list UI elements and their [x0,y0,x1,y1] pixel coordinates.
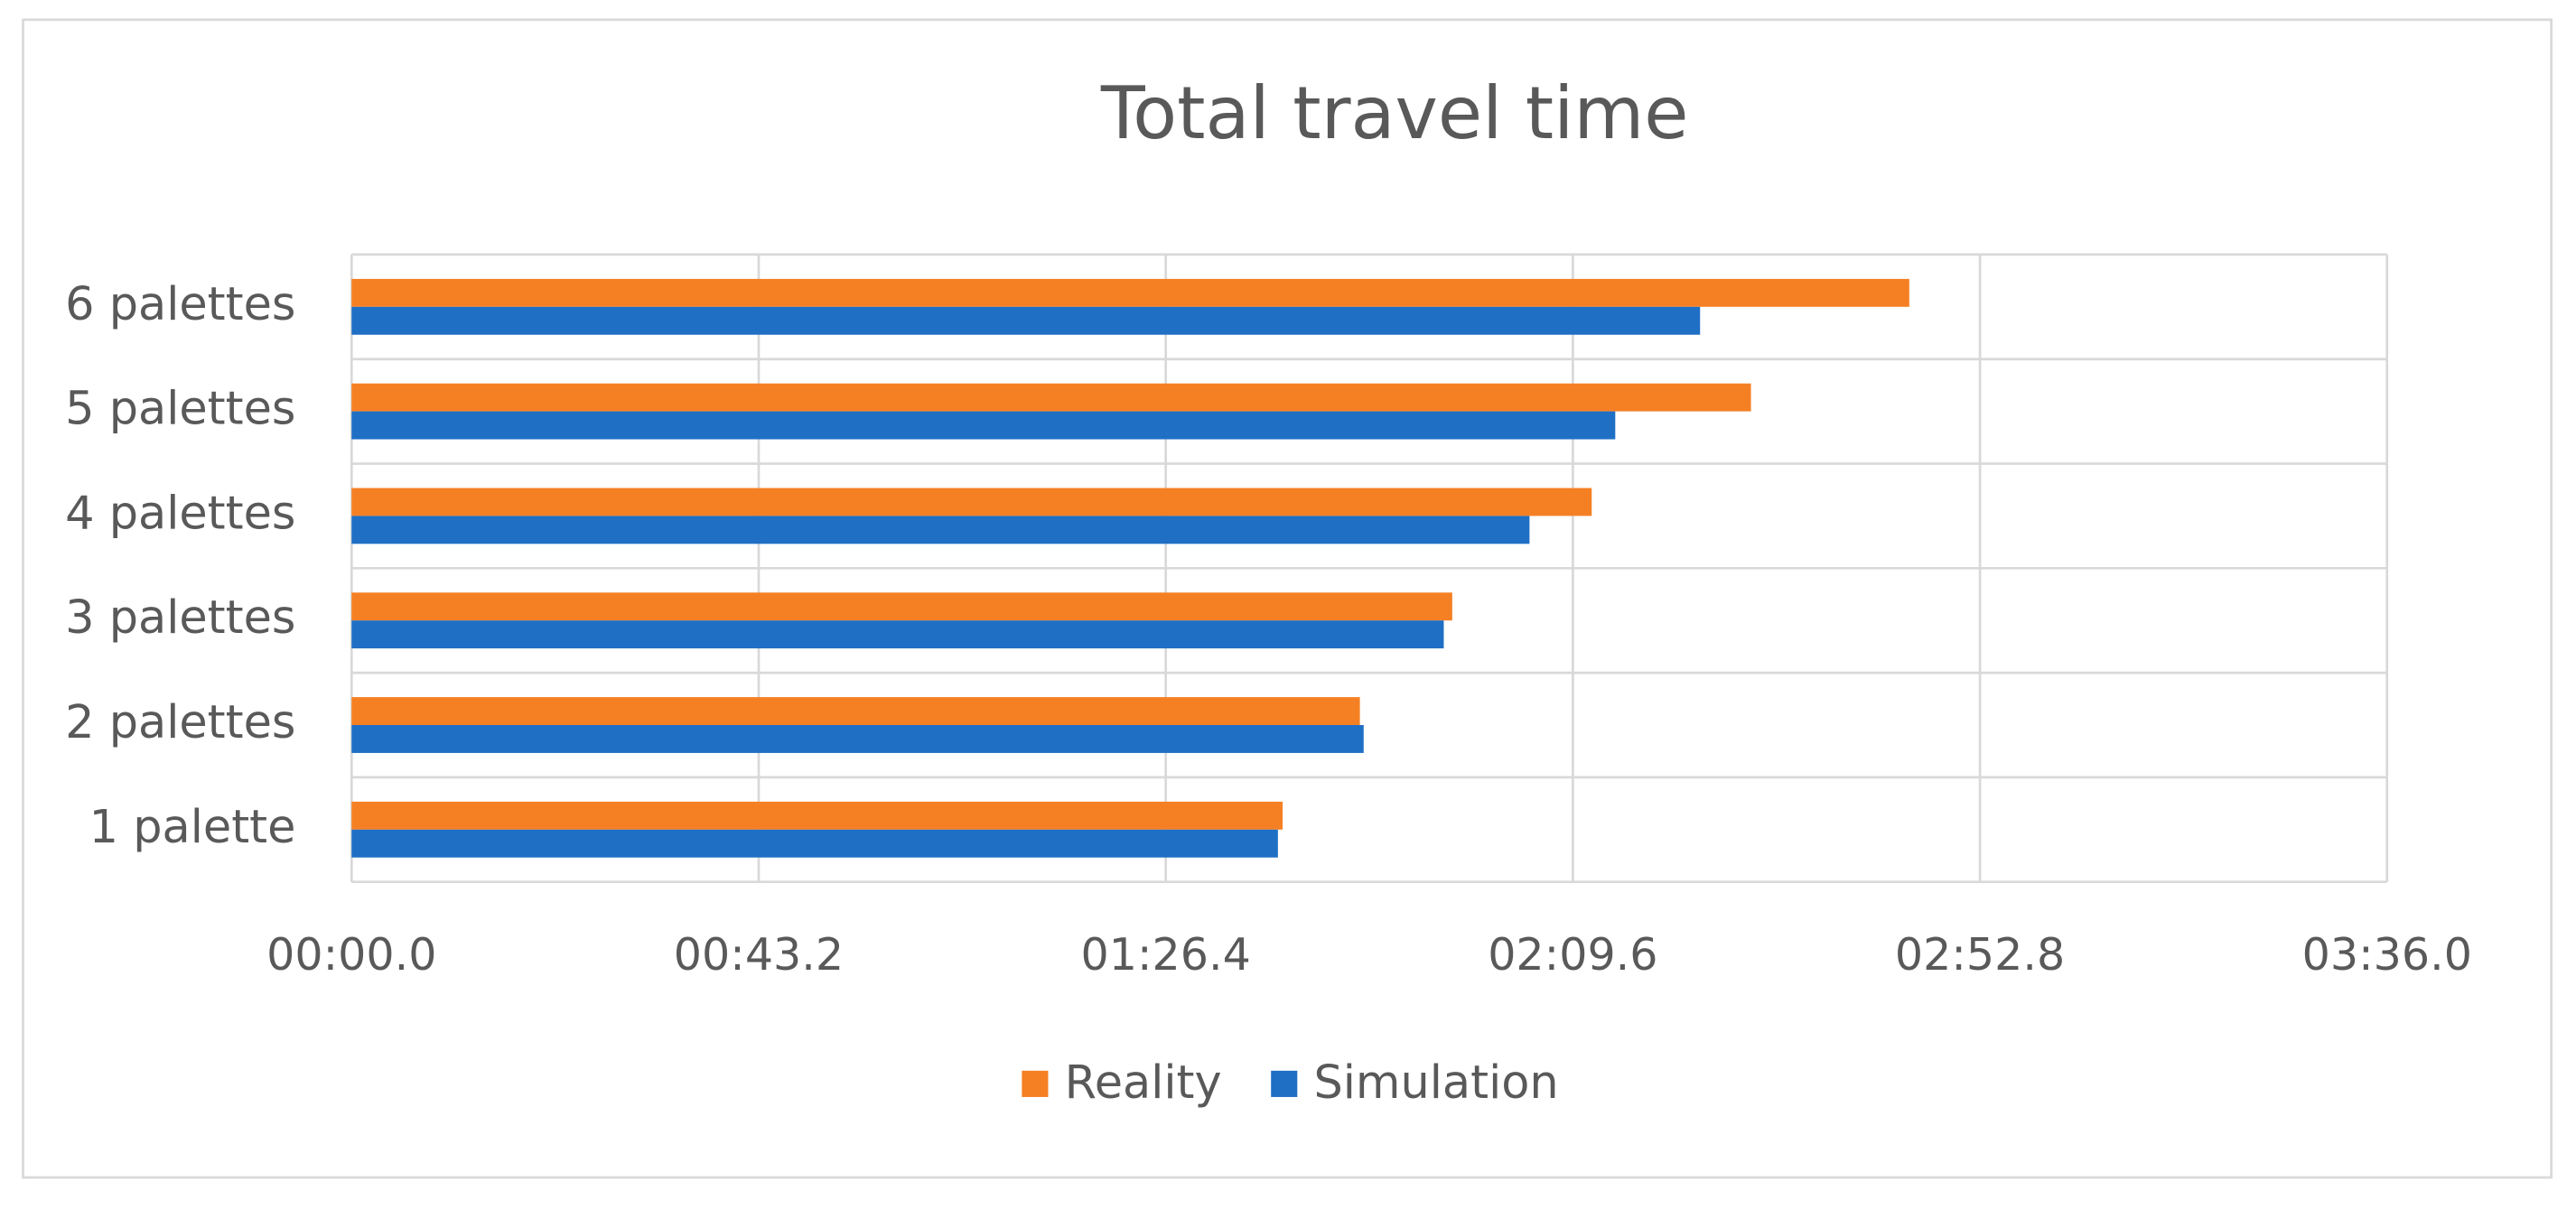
bar [351,829,1278,858]
legend-swatch [1022,1070,1049,1097]
bar [351,411,1616,440]
x-tick-label: 02:09.6 [1488,928,1657,981]
x-tick-label: 03:36.0 [2302,928,2472,981]
y-tick-label: 1 palette [89,801,296,854]
x-tick-label: 02:52.8 [1895,928,2065,981]
y-tick-label: 3 palettes [65,591,295,645]
y-tick-label: 4 palettes [65,487,295,540]
y-tick-label: 2 palettes [65,696,295,749]
y-tick-label: 5 palettes [65,383,295,436]
chart-title: Total travel time [1100,71,1689,155]
x-tick-label: 00:43.2 [674,928,844,981]
bar [351,724,1364,753]
y-tick-label: 6 palettes [65,278,295,331]
legend-label: Reality [1065,1056,1222,1110]
bar [351,306,1701,335]
legend-label: Simulation [1313,1056,1558,1110]
legend-swatch [1271,1070,1298,1097]
bar [351,278,1909,307]
bar [351,697,1360,725]
bar [351,620,1444,649]
bar [351,383,1751,412]
bar [351,516,1530,544]
bar [351,488,1592,516]
x-tick-label: 00:00.0 [266,928,436,981]
chart-border [22,18,2553,1179]
bar [351,592,1452,621]
x-tick-label: 01:26.4 [1081,928,1251,981]
bar [351,801,1283,830]
